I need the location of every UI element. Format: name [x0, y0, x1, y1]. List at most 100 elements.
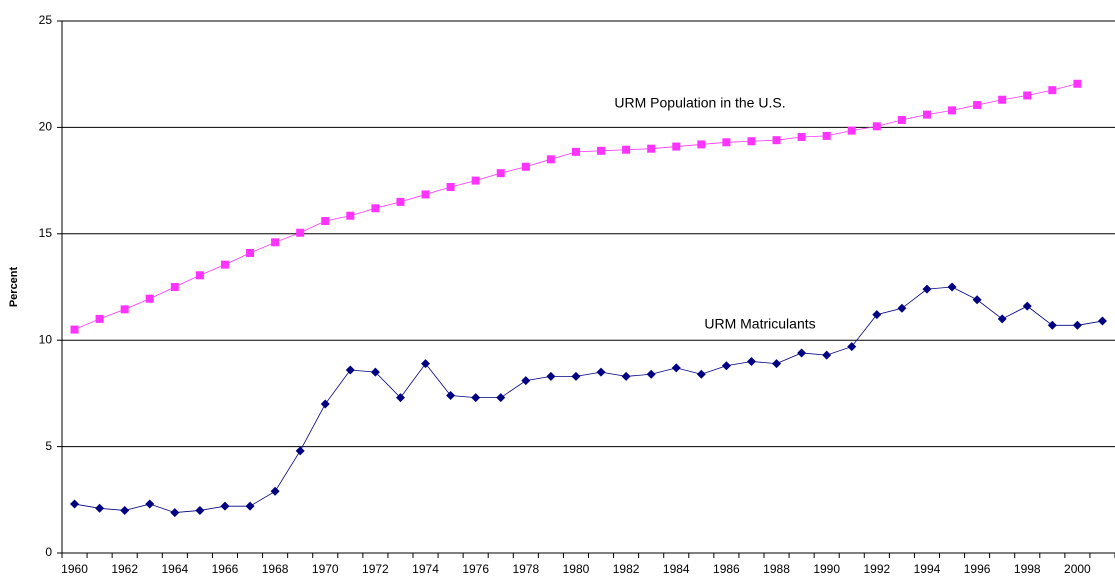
y-tick-label: 15	[39, 226, 53, 240]
marker	[872, 310, 882, 320]
marker	[195, 505, 205, 515]
x-tick-label: 1980	[563, 562, 590, 576]
marker	[95, 314, 104, 323]
marker	[396, 197, 405, 206]
marker	[1048, 86, 1057, 95]
marker	[220, 501, 230, 511]
marker	[145, 294, 154, 303]
marker	[797, 348, 807, 358]
marker	[847, 342, 857, 352]
marker	[747, 137, 756, 146]
marker	[421, 359, 431, 369]
marker	[245, 501, 255, 511]
x-tick-label: 1976	[462, 562, 489, 576]
marker	[697, 140, 706, 149]
annotation: URM Matriculants	[704, 316, 815, 332]
marker	[496, 169, 505, 178]
marker	[120, 305, 129, 314]
marker	[95, 503, 105, 513]
marker	[345, 365, 355, 375]
marker	[70, 499, 80, 509]
marker	[646, 369, 656, 379]
marker	[571, 371, 581, 381]
marker	[120, 505, 130, 515]
marker	[897, 115, 906, 124]
x-tick-label: 1994	[914, 562, 941, 576]
marker	[822, 350, 832, 360]
y-tick-label: 10	[39, 332, 53, 346]
marker	[621, 371, 631, 381]
marker	[1097, 316, 1107, 326]
marker	[370, 367, 380, 377]
marker	[320, 399, 330, 409]
x-tick-label: 1964	[161, 562, 188, 576]
marker	[296, 228, 305, 237]
marker	[671, 363, 681, 373]
marker	[947, 282, 957, 292]
x-tick-label: 1996	[964, 562, 991, 576]
x-tick-label: 1970	[312, 562, 339, 576]
marker	[922, 110, 931, 119]
x-tick-label: 1974	[412, 562, 439, 576]
marker	[948, 106, 957, 115]
marker	[70, 325, 79, 334]
marker	[371, 204, 380, 213]
x-tick-label: 1992	[863, 562, 890, 576]
x-tick-label: 2000	[1064, 562, 1091, 576]
x-tick-label: 1984	[663, 562, 690, 576]
marker	[521, 376, 531, 386]
marker	[797, 132, 806, 141]
y-tick-label: 25	[39, 13, 53, 27]
y-tick-label: 5	[45, 439, 52, 453]
y-tick-label: 0	[45, 545, 52, 559]
y-axis-label: Percent	[8, 266, 20, 307]
x-tick-label: 1982	[613, 562, 640, 576]
marker	[722, 138, 731, 147]
marker	[546, 371, 556, 381]
marker	[145, 499, 155, 509]
marker	[772, 136, 781, 145]
marker	[295, 446, 305, 456]
marker	[847, 126, 856, 135]
x-tick-label: 1998	[1014, 562, 1041, 576]
marker	[972, 295, 982, 305]
marker	[321, 217, 330, 226]
marker	[270, 486, 280, 496]
marker	[872, 122, 881, 131]
marker	[1023, 91, 1032, 100]
series-line	[74, 286, 1103, 513]
marker	[571, 147, 580, 156]
marker	[696, 369, 706, 379]
marker	[922, 284, 932, 294]
marker	[471, 393, 481, 403]
marker	[346, 211, 355, 220]
marker	[998, 95, 1007, 104]
marker	[596, 367, 606, 377]
marker	[672, 142, 681, 151]
marker	[220, 260, 229, 269]
x-tick-label: 1960	[61, 562, 88, 576]
marker	[446, 391, 456, 401]
marker	[246, 248, 255, 257]
x-tick-label: 1978	[512, 562, 539, 576]
annotation: URM Population in the U.S.	[614, 95, 785, 111]
marker	[446, 182, 455, 191]
marker	[471, 176, 480, 185]
marker	[1072, 320, 1082, 330]
marker	[170, 283, 179, 291]
marker	[973, 101, 982, 110]
marker	[1022, 301, 1032, 311]
marker	[822, 131, 831, 140]
marker	[721, 361, 731, 371]
marker	[170, 508, 180, 518]
marker	[1047, 320, 1057, 330]
marker	[897, 303, 907, 313]
marker	[647, 144, 656, 153]
marker	[597, 146, 606, 155]
marker	[1073, 79, 1082, 88]
y-tick-label: 20	[39, 120, 53, 134]
x-tick-label: 1990	[813, 562, 840, 576]
marker	[772, 359, 782, 369]
x-tick-label: 1988	[763, 562, 790, 576]
